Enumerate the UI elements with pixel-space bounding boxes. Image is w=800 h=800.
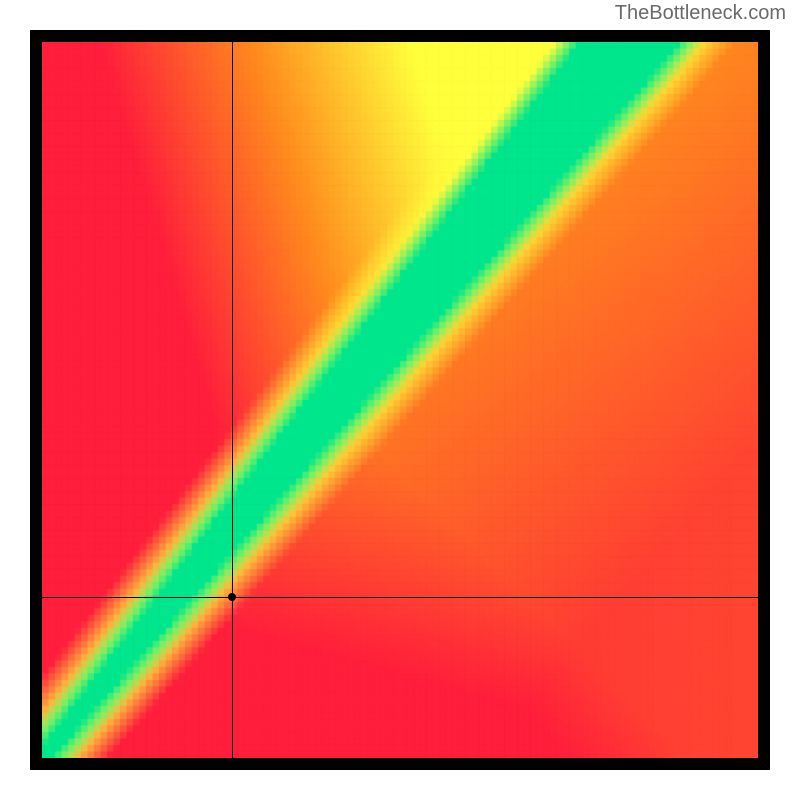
- watermark-text: TheBottleneck.com: [615, 2, 786, 25]
- chart-frame: [30, 30, 770, 770]
- crosshair-vertical: [232, 42, 233, 758]
- crosshair-horizontal: [42, 597, 758, 598]
- bottleneck-heatmap: [42, 42, 758, 758]
- selection-marker: [228, 593, 236, 601]
- chart-container: TheBottleneck.com: [0, 0, 800, 800]
